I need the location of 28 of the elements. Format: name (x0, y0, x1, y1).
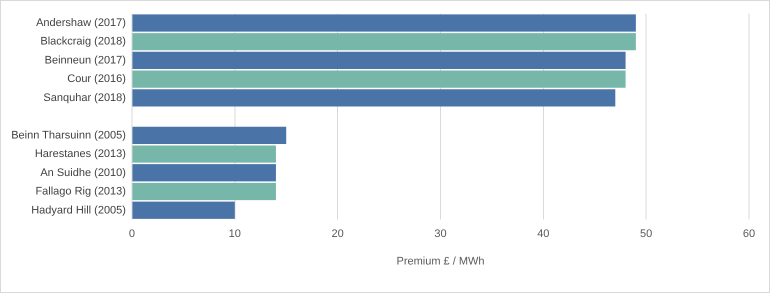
y-tick-label: Cour (2016) (67, 73, 126, 86)
bar (132, 70, 626, 88)
y-tick-label: Beinn Tharsuinn (2005) (11, 129, 126, 142)
y-tick-label: Sanquhar (2018) (43, 92, 126, 104)
bar (132, 164, 276, 182)
x-tick-label: 0 (128, 228, 136, 240)
x-axis-title: Premium £ / MWh (396, 255, 484, 268)
x-tick-label: 10 (228, 228, 241, 240)
bar (132, 52, 626, 70)
y-tick-label: Fallago Rig (2013) (35, 186, 126, 198)
x-tick-label: 20 (332, 228, 344, 240)
bar (132, 145, 276, 163)
y-tick-label: Andershaw (2017) (36, 16, 126, 29)
y-tick-label: Beinneun (2017) (44, 54, 126, 66)
bar (132, 14, 636, 32)
bar (132, 33, 636, 50)
y-tick-label: An Suidhe (2010) (40, 166, 126, 179)
x-tick-label: 50 (640, 228, 652, 240)
x-tick-label: 60 (742, 228, 756, 240)
x-tick-label: 30 (434, 228, 447, 240)
bar (132, 202, 235, 219)
bar (132, 126, 286, 144)
y-tick-label: Harestanes (2013) (34, 148, 126, 160)
x-tick-label: 40 (537, 228, 550, 240)
bar (132, 89, 616, 106)
bar (132, 182, 276, 200)
y-tick-label: Hadyard Hill (2005) (31, 204, 126, 216)
y-tick-label: Blackcraig (2018) (40, 36, 126, 48)
